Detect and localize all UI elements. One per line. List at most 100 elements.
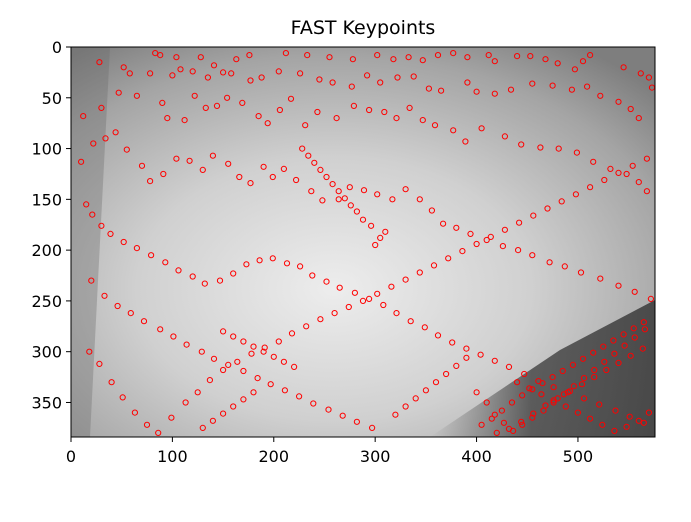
keypoint-marker: [329, 79, 336, 86]
keypoint-marker: [239, 99, 246, 107]
keypoint-marker: [220, 328, 227, 335]
keypoint-marker: [220, 410, 227, 417]
keypoint-marker: [412, 395, 419, 402]
keypoint-marker: [350, 102, 357, 110]
keypoint-marker: [578, 381, 586, 388]
keypoint-marker: [450, 127, 457, 134]
keypoint-marker: [430, 262, 438, 269]
keypoint-marker: [515, 247, 522, 254]
keypoint-marker: [392, 411, 399, 418]
keypoint-marker: [186, 157, 193, 164]
keypoint-marker: [240, 396, 247, 403]
keypoint-marker: [189, 68, 196, 75]
x-tick-label: 100: [157, 447, 188, 466]
keypoint-marker: [597, 92, 604, 99]
keypoint-marker: [554, 60, 561, 67]
x-tick-label: 200: [259, 447, 290, 466]
keypoint-marker: [615, 98, 622, 105]
keypoint-marker: [317, 316, 324, 323]
y-tick-label: 100: [31, 140, 62, 159]
keypoint-marker: [393, 310, 400, 317]
keypoint-marker: [579, 355, 587, 362]
keypoint-marker: [643, 188, 651, 195]
keypoint-marker: [477, 351, 484, 358]
keypoint-marker: [360, 187, 368, 194]
keypoint-marker: [302, 122, 309, 129]
keypoint-marker: [647, 295, 655, 302]
keypoint-marker: [562, 403, 569, 410]
keypoint-marker: [275, 68, 282, 75]
keypoint-marker: [621, 342, 628, 349]
keypoint-marker: [366, 106, 373, 114]
keypoint-marker: [281, 387, 288, 394]
keypoint-marker: [225, 160, 232, 167]
keypoint-marker: [519, 392, 526, 399]
keypoint-marker: [236, 173, 243, 181]
keypoint-marker: [201, 280, 208, 287]
keypoint-marker: [568, 86, 576, 93]
keypoint-marker: [353, 208, 360, 215]
keypoint-marker: [591, 374, 598, 381]
keypoint-marker: [573, 149, 581, 156]
dark-diagonal-band: [430, 300, 655, 437]
keypoint-marker: [501, 226, 508, 233]
keypoint-marker: [580, 395, 588, 402]
keypoint-marker: [341, 195, 348, 202]
keypoint-marker: [491, 90, 498, 97]
keypoint-marker: [96, 59, 103, 66]
keypoint-marker: [453, 362, 460, 369]
keypoint-marker: [610, 337, 617, 344]
y-tick-label: 350: [31, 393, 62, 412]
y-tick-label: 300: [31, 343, 62, 362]
keypoint-marker: [182, 399, 189, 406]
keypoint-marker: [643, 155, 651, 162]
keypoint-marker: [123, 146, 130, 153]
keypoint-marker: [96, 360, 103, 367]
keypoint-marker: [485, 52, 492, 59]
keypoint-marker: [359, 216, 367, 223]
keypoint-marker: [462, 138, 469, 145]
keypoint-marker: [620, 64, 627, 71]
keypoint-marker: [428, 207, 435, 214]
keypoint-marker: [316, 76, 323, 83]
keypoint-marker: [264, 120, 271, 127]
keypoint-marker: [529, 252, 536, 259]
keypoint-marker: [164, 115, 171, 122]
keypoint-marker: [501, 133, 508, 140]
keypoint-marker: [189, 273, 196, 280]
y-tick-label: 50: [42, 89, 62, 108]
keypoint-marker: [571, 66, 579, 73]
keypoint-marker: [230, 333, 237, 340]
keypoint-marker: [388, 283, 395, 290]
keypoint-marker: [483, 236, 490, 244]
keypoint-marker: [498, 407, 505, 414]
keypoint-marker: [416, 269, 423, 276]
keypoint-marker: [255, 113, 262, 120]
keypoint-marker: [603, 366, 610, 374]
keypoint-marker: [393, 115, 400, 122]
keypoint-marker: [120, 64, 127, 71]
keypoint-marker: [333, 115, 340, 122]
keypoint-marker: [198, 348, 205, 355]
keypoint-marker: [296, 393, 303, 400]
keypoint-marker: [587, 184, 594, 191]
keypoint-marker: [538, 391, 545, 398]
keypoint-marker: [276, 106, 283, 114]
keypoint-marker: [635, 179, 642, 186]
keypoint-marker: [359, 297, 367, 304]
keypoint-marker: [347, 202, 354, 209]
keypoint-marker: [369, 424, 376, 431]
keypoint-marker: [194, 389, 201, 396]
keypoint-marker: [491, 411, 498, 418]
keypoint-marker: [641, 326, 649, 333]
keypoint-marker: [540, 407, 547, 414]
keypoint-marker: [102, 135, 109, 142]
keypoint-marker: [473, 88, 480, 95]
keypoint-marker: [425, 85, 432, 92]
keypoint-marker: [629, 162, 636, 169]
keypoint-marker: [169, 72, 176, 79]
keypoint-marker: [351, 289, 358, 296]
keypoint-marker: [507, 86, 515, 93]
keypoint-marker: [464, 79, 471, 86]
keypoint-marker: [230, 403, 237, 410]
